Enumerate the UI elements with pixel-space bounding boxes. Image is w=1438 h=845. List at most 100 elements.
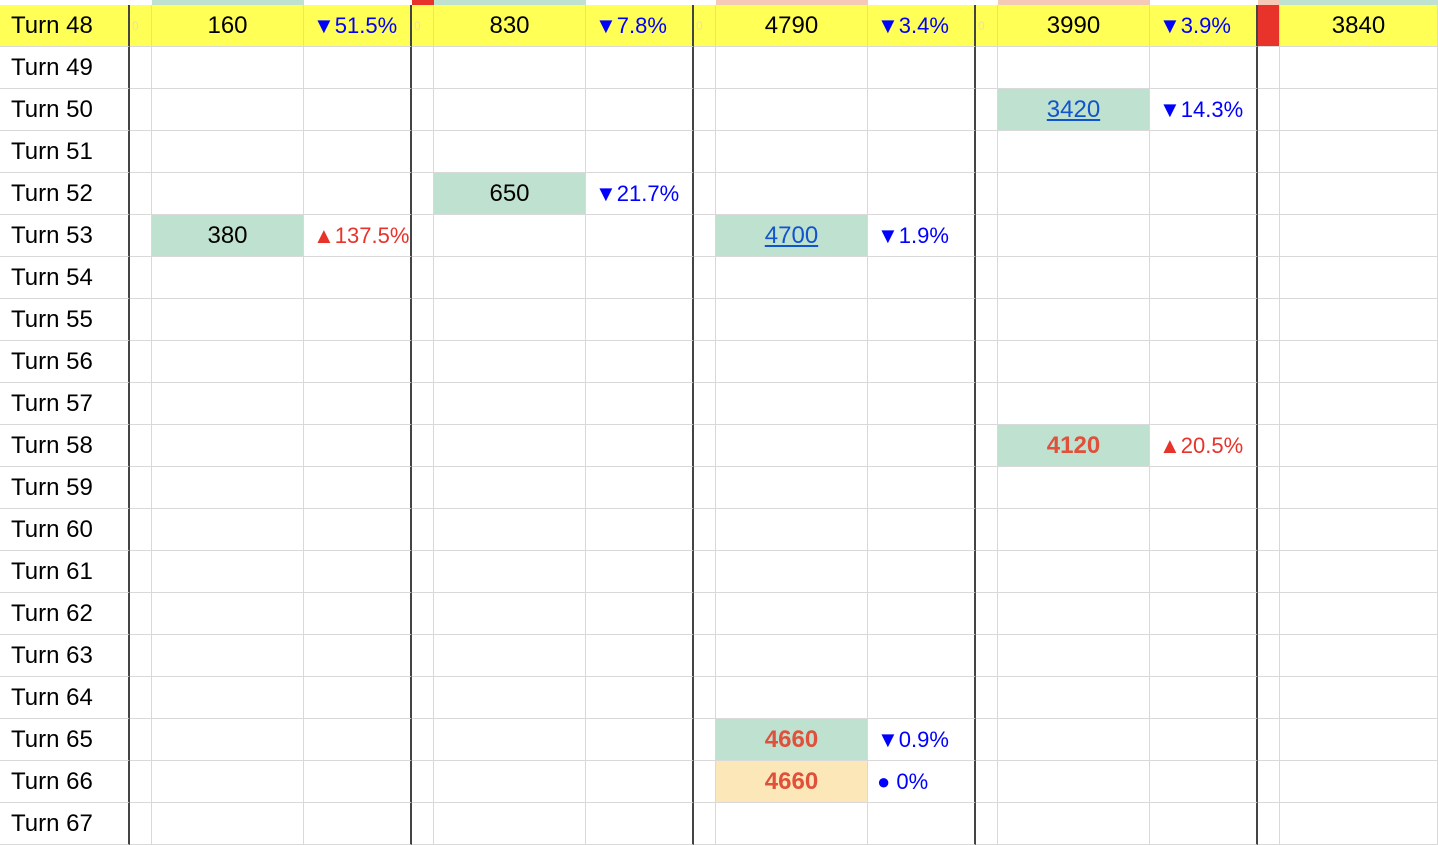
change-cell[interactable] [586,257,694,299]
row-label[interactable]: Turn 51 [0,131,130,173]
spacer-cell[interactable] [130,383,152,425]
value-cell[interactable] [434,635,586,677]
change-cell[interactable] [868,593,976,635]
spacer-cell[interactable] [976,257,998,299]
change-cell[interactable] [304,635,412,677]
row-label[interactable]: Turn 60 [0,509,130,551]
value-cell[interactable] [1280,89,1438,131]
value-cell[interactable]: 3420 [998,89,1150,131]
spacer-cell[interactable] [694,719,716,761]
spacer-cell[interactable] [1258,215,1280,257]
value-cell[interactable] [152,47,304,89]
value-cell[interactable] [716,425,868,467]
value-cell[interactable] [716,509,868,551]
spacer-cell[interactable] [130,215,152,257]
spacer-cell[interactable] [1258,173,1280,215]
change-cell[interactable] [586,341,694,383]
spacer-cell[interactable] [976,803,998,845]
value-cell[interactable] [998,341,1150,383]
spacer-cell[interactable] [130,593,152,635]
change-cell[interactable] [1150,803,1258,845]
change-cell[interactable] [304,383,412,425]
value-cell[interactable] [152,761,304,803]
spacer-cell[interactable] [694,383,716,425]
change-cell[interactable] [586,131,694,173]
value-cell[interactable] [1280,719,1438,761]
value-cell[interactable]: 380 [152,215,304,257]
spacer-cell[interactable] [412,467,434,509]
value-cell[interactable] [152,299,304,341]
value-cell[interactable] [998,47,1150,89]
change-cell[interactable] [868,131,976,173]
value-cell[interactable] [152,173,304,215]
value-cell[interactable] [998,803,1150,845]
value-cell[interactable] [716,635,868,677]
change-cell[interactable] [1150,341,1258,383]
value-cell[interactable] [716,677,868,719]
change-cell[interactable] [868,89,976,131]
change-cell[interactable] [1150,383,1258,425]
value-cell[interactable] [434,803,586,845]
change-cell[interactable] [586,761,694,803]
change-cell[interactable] [1150,215,1258,257]
spacer-cell[interactable] [130,425,152,467]
change-cell[interactable] [1150,761,1258,803]
change-cell[interactable] [868,635,976,677]
spacer-cell[interactable] [1258,257,1280,299]
spacer-cell[interactable] [1258,383,1280,425]
value-cell[interactable] [434,257,586,299]
spacer-cell[interactable] [1258,803,1280,845]
spacer-cell[interactable] [130,173,152,215]
row-label[interactable]: Turn 62 [0,593,130,635]
spacer-cell[interactable] [976,719,998,761]
value-cell[interactable] [1280,173,1438,215]
row-label[interactable]: Turn 66 [0,761,130,803]
spacer-cell[interactable] [130,89,152,131]
spacer-cell[interactable] [412,257,434,299]
spacer-cell[interactable] [1258,47,1280,89]
spacer-cell[interactable] [976,677,998,719]
spacer-cell[interactable] [130,761,152,803]
value-cell[interactable] [434,551,586,593]
change-cell[interactable] [586,593,694,635]
value-cell[interactable] [998,173,1150,215]
value-cell[interactable] [434,89,586,131]
value-cell[interactable] [716,341,868,383]
value-cell[interactable] [1280,761,1438,803]
value-cell[interactable] [434,341,586,383]
value-cell[interactable] [434,425,586,467]
value-cell[interactable] [152,341,304,383]
change-cell[interactable] [868,425,976,467]
value-cell[interactable] [998,467,1150,509]
spacer-cell[interactable] [412,551,434,593]
change-cell[interactable] [586,89,694,131]
value-cell[interactable]: 830 [434,5,586,47]
spacer-cell[interactable] [412,89,434,131]
change-cell[interactable] [1150,299,1258,341]
change-cell[interactable] [1150,593,1258,635]
row-label[interactable]: Turn 48 [0,5,130,47]
change-cell[interactable]: ▼1.9% [868,215,976,257]
spacer-cell[interactable] [130,131,152,173]
spacer-cell[interactable] [694,761,716,803]
spacer-cell[interactable] [412,341,434,383]
value-cell[interactable] [434,215,586,257]
change-cell[interactable]: ▼3.4% [868,5,976,47]
change-cell[interactable] [1150,257,1258,299]
value-cell[interactable]: 650 [434,173,586,215]
spacer-cell[interactable] [976,89,998,131]
value-cell[interactable] [998,761,1150,803]
value-cell[interactable] [716,257,868,299]
change-cell[interactable] [1150,719,1258,761]
value-cell[interactable] [998,551,1150,593]
change-cell[interactable] [1150,509,1258,551]
value-cell[interactable] [1280,299,1438,341]
change-cell[interactable]: ▼7.8% [586,5,694,47]
value-cell[interactable] [716,383,868,425]
row-label[interactable]: Turn 65 [0,719,130,761]
spacer-cell[interactable] [130,509,152,551]
value-cell[interactable] [998,719,1150,761]
change-cell[interactable] [304,425,412,467]
spacer-cell[interactable] [976,47,998,89]
spacer-cell[interactable] [130,719,152,761]
